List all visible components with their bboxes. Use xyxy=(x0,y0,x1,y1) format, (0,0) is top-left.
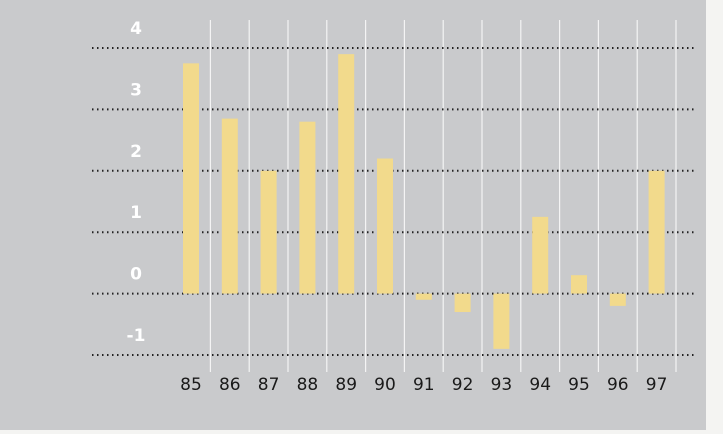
bar xyxy=(221,118,238,294)
x-tick-label: 93 xyxy=(491,375,513,395)
bar xyxy=(532,216,549,294)
bar xyxy=(454,293,471,313)
bar xyxy=(377,158,393,294)
bar xyxy=(648,170,665,294)
x-tick-label: 96 xyxy=(607,375,629,395)
x-tick-label: 92 xyxy=(452,375,474,395)
bar xyxy=(609,293,626,306)
y-tick-label: 0 xyxy=(130,265,142,285)
bar xyxy=(415,293,432,300)
bar xyxy=(260,170,277,294)
x-tick-label: 95 xyxy=(568,375,590,395)
y-tick-label: 4 xyxy=(130,19,142,39)
x-tick-label: 88 xyxy=(297,375,319,395)
y-tick-label: 2 xyxy=(130,142,142,162)
x-tick-label: 87 xyxy=(258,375,280,395)
x-tick-label: 94 xyxy=(529,375,551,395)
y-tick-label: 3 xyxy=(130,80,142,100)
x-tick-label: 86 xyxy=(219,375,241,395)
x-tick-label: 97 xyxy=(646,375,668,395)
bar xyxy=(183,63,199,294)
bar xyxy=(571,275,587,294)
x-tick-label: 85 xyxy=(180,375,202,395)
y-tick-label: -1 xyxy=(127,326,146,346)
bar xyxy=(299,121,316,294)
bar xyxy=(493,293,510,349)
y-tick-label: 1 xyxy=(130,203,142,223)
x-tick-label: 91 xyxy=(413,375,435,395)
x-tick-label: 89 xyxy=(335,375,357,395)
bar xyxy=(338,54,355,294)
x-tick-label: 90 xyxy=(374,375,396,395)
